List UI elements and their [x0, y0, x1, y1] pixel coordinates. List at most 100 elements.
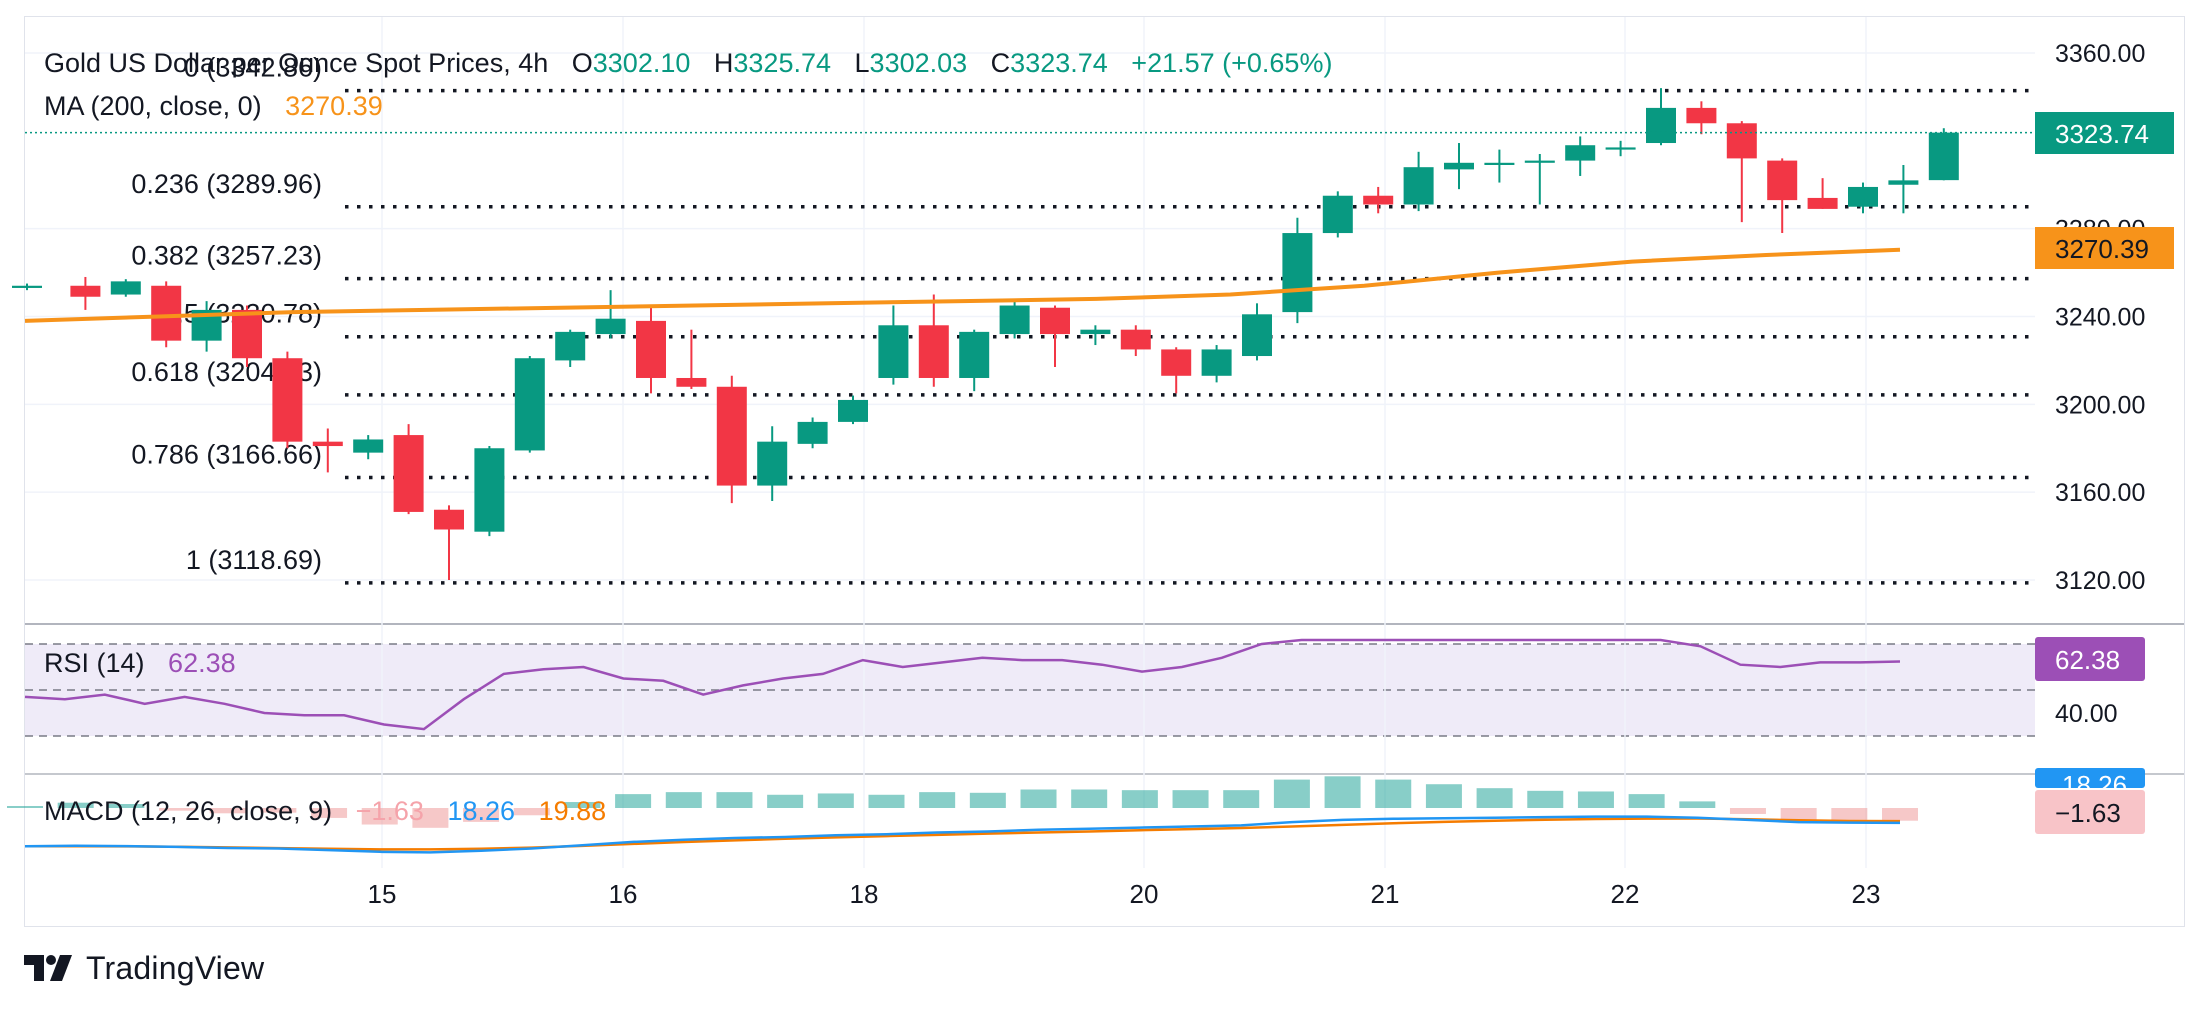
last-price-badge-text: 3323.74: [2055, 119, 2149, 149]
candle: [1807, 178, 1838, 209]
rsi-legend[interactable]: RSI (14) 62.38: [44, 648, 236, 678]
macd-histogram-bar: [209, 808, 246, 814]
price-tick: 3200.00: [2055, 391, 2145, 419]
candle: [1484, 149, 1515, 183]
tradingview-brand[interactable]: TradingView: [24, 948, 264, 988]
candle: [1161, 347, 1192, 394]
rsi-badge-text: 62.38: [2055, 645, 2120, 675]
candle-body: [1444, 162, 1474, 170]
macd-histogram-bar: [969, 792, 1006, 808]
candles[interactable]: [12, 88, 1959, 580]
rsi-polyline: [24, 638, 1901, 731]
time-tick: 16: [609, 879, 638, 909]
candle: [1888, 164, 1919, 214]
macd-histogram-bar: [1577, 791, 1614, 808]
candle-body: [1767, 160, 1798, 201]
candle-body: [272, 358, 303, 442]
candle-body: [797, 421, 828, 444]
time-axis[interactable]: 15 16 18 20 21 22 23: [368, 879, 1881, 909]
fib-level-label: 0.382 (3257.23): [131, 241, 322, 271]
candle-body: [393, 435, 424, 512]
candle: [70, 276, 101, 310]
last-price-badge: 3323.74: [2035, 112, 2174, 154]
macd-legend[interactable]: MACD (12, 26, close, 9) −1.63 18.26 19.8…: [44, 796, 606, 826]
macd-histogram-bar: [1780, 808, 1817, 821]
time-tick: 23: [1852, 879, 1881, 909]
candle: [474, 446, 505, 537]
macd-legend-macd: 18.26: [447, 796, 515, 826]
candle: [1686, 101, 1717, 135]
candle-body: [1363, 195, 1394, 205]
candle: [1242, 303, 1272, 361]
low-label: L: [855, 48, 870, 78]
candle: [595, 290, 626, 339]
macd-histogram-bar: [7, 806, 43, 808]
macd-histogram-bar: [1071, 789, 1108, 808]
macd-pane[interactable]: [7, 776, 1918, 854]
low-value: 3302.03: [870, 48, 968, 78]
candle-body: [1161, 349, 1192, 376]
candle: [555, 329, 586, 368]
rsi-line[interactable]: [24, 638, 1901, 731]
open-label: O: [572, 48, 593, 78]
candle: [959, 329, 990, 392]
close-label: C: [991, 48, 1011, 78]
candle-body: [1282, 233, 1313, 313]
macd-histogram-bar: [716, 792, 753, 808]
change-value: +21.57 (+0.65%): [1131, 48, 1332, 78]
candle: [918, 294, 949, 387]
candle-body: [1080, 329, 1111, 335]
candle: [1928, 128, 1959, 181]
candle-body: [110, 281, 141, 295]
candle-body: [434, 509, 464, 530]
macd-histogram-bar: [57, 802, 94, 808]
candle-body: [1888, 180, 1919, 185]
candle: [232, 305, 262, 368]
candle: [1848, 182, 1878, 214]
candle-body: [12, 285, 42, 288]
candle: [757, 426, 788, 501]
candle: [716, 375, 747, 504]
ma-legend-value: 3270.39: [285, 91, 383, 121]
macd-badge: 18.26: [2035, 768, 2145, 788]
candle-body: [1686, 107, 1717, 124]
candle: [838, 395, 868, 425]
macd-histogram-bar: [1476, 788, 1513, 808]
macd-histogram-bar: [1831, 808, 1868, 820]
macd-histogram-bar: [817, 793, 854, 808]
ma-legend-label: MA (200, close, 0): [44, 91, 262, 121]
candle-body: [716, 386, 747, 486]
tradingview-logo-icon: [24, 955, 72, 981]
candle-body: [595, 318, 626, 335]
high-label: H: [714, 48, 734, 78]
candle: [110, 279, 141, 297]
price-axis[interactable]: 3360.00 3280.00 3240.00 3200.00 3160.00 …: [2055, 40, 2145, 595]
candle: [999, 301, 1030, 339]
candle-body: [757, 441, 788, 486]
candle: [151, 281, 182, 348]
time-tick: 18: [850, 879, 879, 909]
candle: [1322, 191, 1353, 238]
macd-signal-line: [25, 817, 1901, 851]
candle: [1040, 305, 1070, 368]
fib-level-label: 1 (3118.69): [186, 545, 322, 575]
legend-title-row: Gold US Dollar per Ounce Spot Prices, 4h…: [44, 48, 1332, 78]
fib-level-label: 0 (3342.86): [184, 53, 322, 83]
macd-histogram-bar: [513, 808, 550, 816]
candle-body: [232, 309, 262, 359]
macd-hist-badge-text: −1.63: [2055, 798, 2121, 828]
ma-legend[interactable]: MA (200, close, 0) 3270.39: [44, 91, 383, 121]
candle-body: [999, 305, 1030, 335]
price-tick: 3160.00: [2055, 479, 2145, 507]
chart-frame: [24, 16, 2185, 927]
macd-histogram-bar: [108, 804, 145, 808]
macd-histogram-bar: [564, 802, 601, 808]
ma-line[interactable]: [24, 247, 1901, 323]
candle-body: [1726, 123, 1757, 159]
macd-hist-badge: −1.63: [2035, 790, 2145, 834]
candle: [878, 305, 909, 385]
candle: [1565, 136, 1596, 176]
price-tick: 3240.00: [2055, 304, 2145, 332]
price-tick: 3120.00: [2055, 567, 2145, 595]
ma-200-line: [24, 247, 1901, 323]
